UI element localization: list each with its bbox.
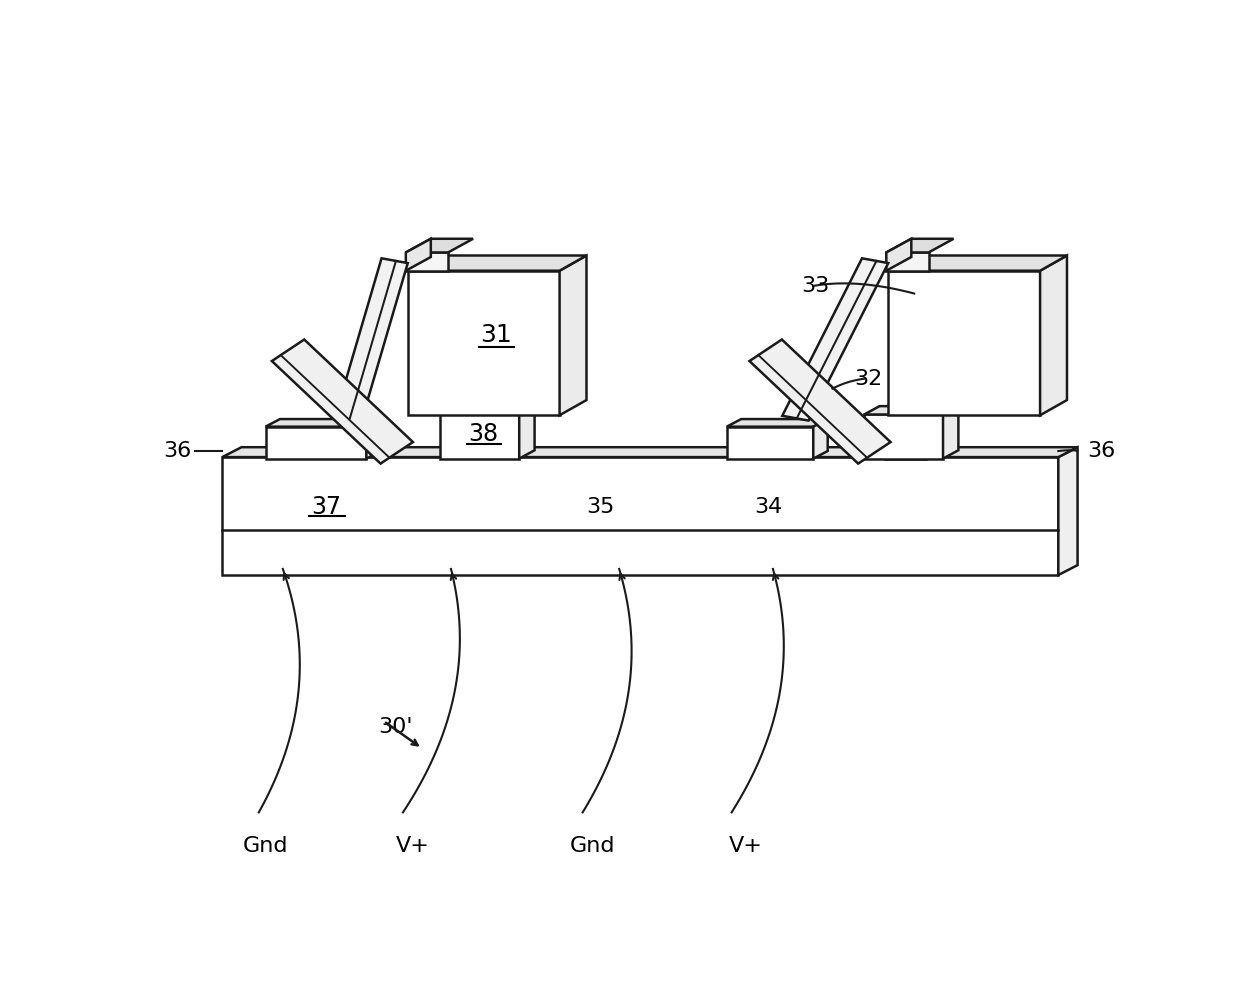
Polygon shape — [440, 406, 534, 415]
Polygon shape — [335, 258, 408, 421]
Bar — [864, 415, 942, 458]
Text: 36: 36 — [1087, 441, 1116, 461]
Text: 32: 32 — [854, 369, 883, 388]
Polygon shape — [942, 406, 959, 458]
Text: 31: 31 — [480, 323, 512, 348]
Text: 35: 35 — [585, 497, 614, 517]
Text: V+: V+ — [396, 837, 429, 857]
Bar — [727, 427, 813, 458]
Polygon shape — [749, 340, 890, 463]
Polygon shape — [408, 256, 587, 271]
Polygon shape — [272, 340, 413, 463]
Polygon shape — [887, 239, 954, 253]
Polygon shape — [887, 239, 911, 271]
Text: 30': 30' — [378, 717, 413, 737]
Polygon shape — [265, 419, 381, 427]
Text: Gnd: Gnd — [243, 837, 288, 857]
Bar — [440, 415, 520, 458]
Polygon shape — [222, 448, 1078, 457]
Polygon shape — [887, 253, 929, 271]
Polygon shape — [405, 239, 430, 271]
Polygon shape — [864, 406, 959, 415]
Text: Gnd: Gnd — [569, 837, 615, 857]
Text: 34: 34 — [754, 497, 782, 517]
Polygon shape — [782, 258, 888, 421]
Polygon shape — [1040, 256, 1066, 415]
Bar — [888, 271, 1040, 415]
Polygon shape — [520, 406, 534, 458]
Bar — [222, 457, 1058, 575]
Polygon shape — [727, 419, 828, 427]
Text: V+: V+ — [729, 837, 763, 857]
Text: 37: 37 — [311, 495, 341, 519]
Text: 36: 36 — [164, 441, 191, 461]
Polygon shape — [926, 419, 940, 458]
Text: 38: 38 — [469, 422, 498, 447]
Polygon shape — [405, 253, 448, 271]
Bar — [265, 427, 367, 458]
Polygon shape — [559, 256, 587, 415]
Bar — [885, 427, 926, 458]
Polygon shape — [1058, 448, 1078, 575]
Polygon shape — [885, 419, 940, 427]
Bar — [408, 271, 559, 415]
Polygon shape — [813, 419, 828, 458]
Polygon shape — [405, 239, 474, 253]
Text: 33: 33 — [801, 276, 830, 296]
Polygon shape — [888, 256, 1066, 271]
Polygon shape — [367, 419, 381, 458]
